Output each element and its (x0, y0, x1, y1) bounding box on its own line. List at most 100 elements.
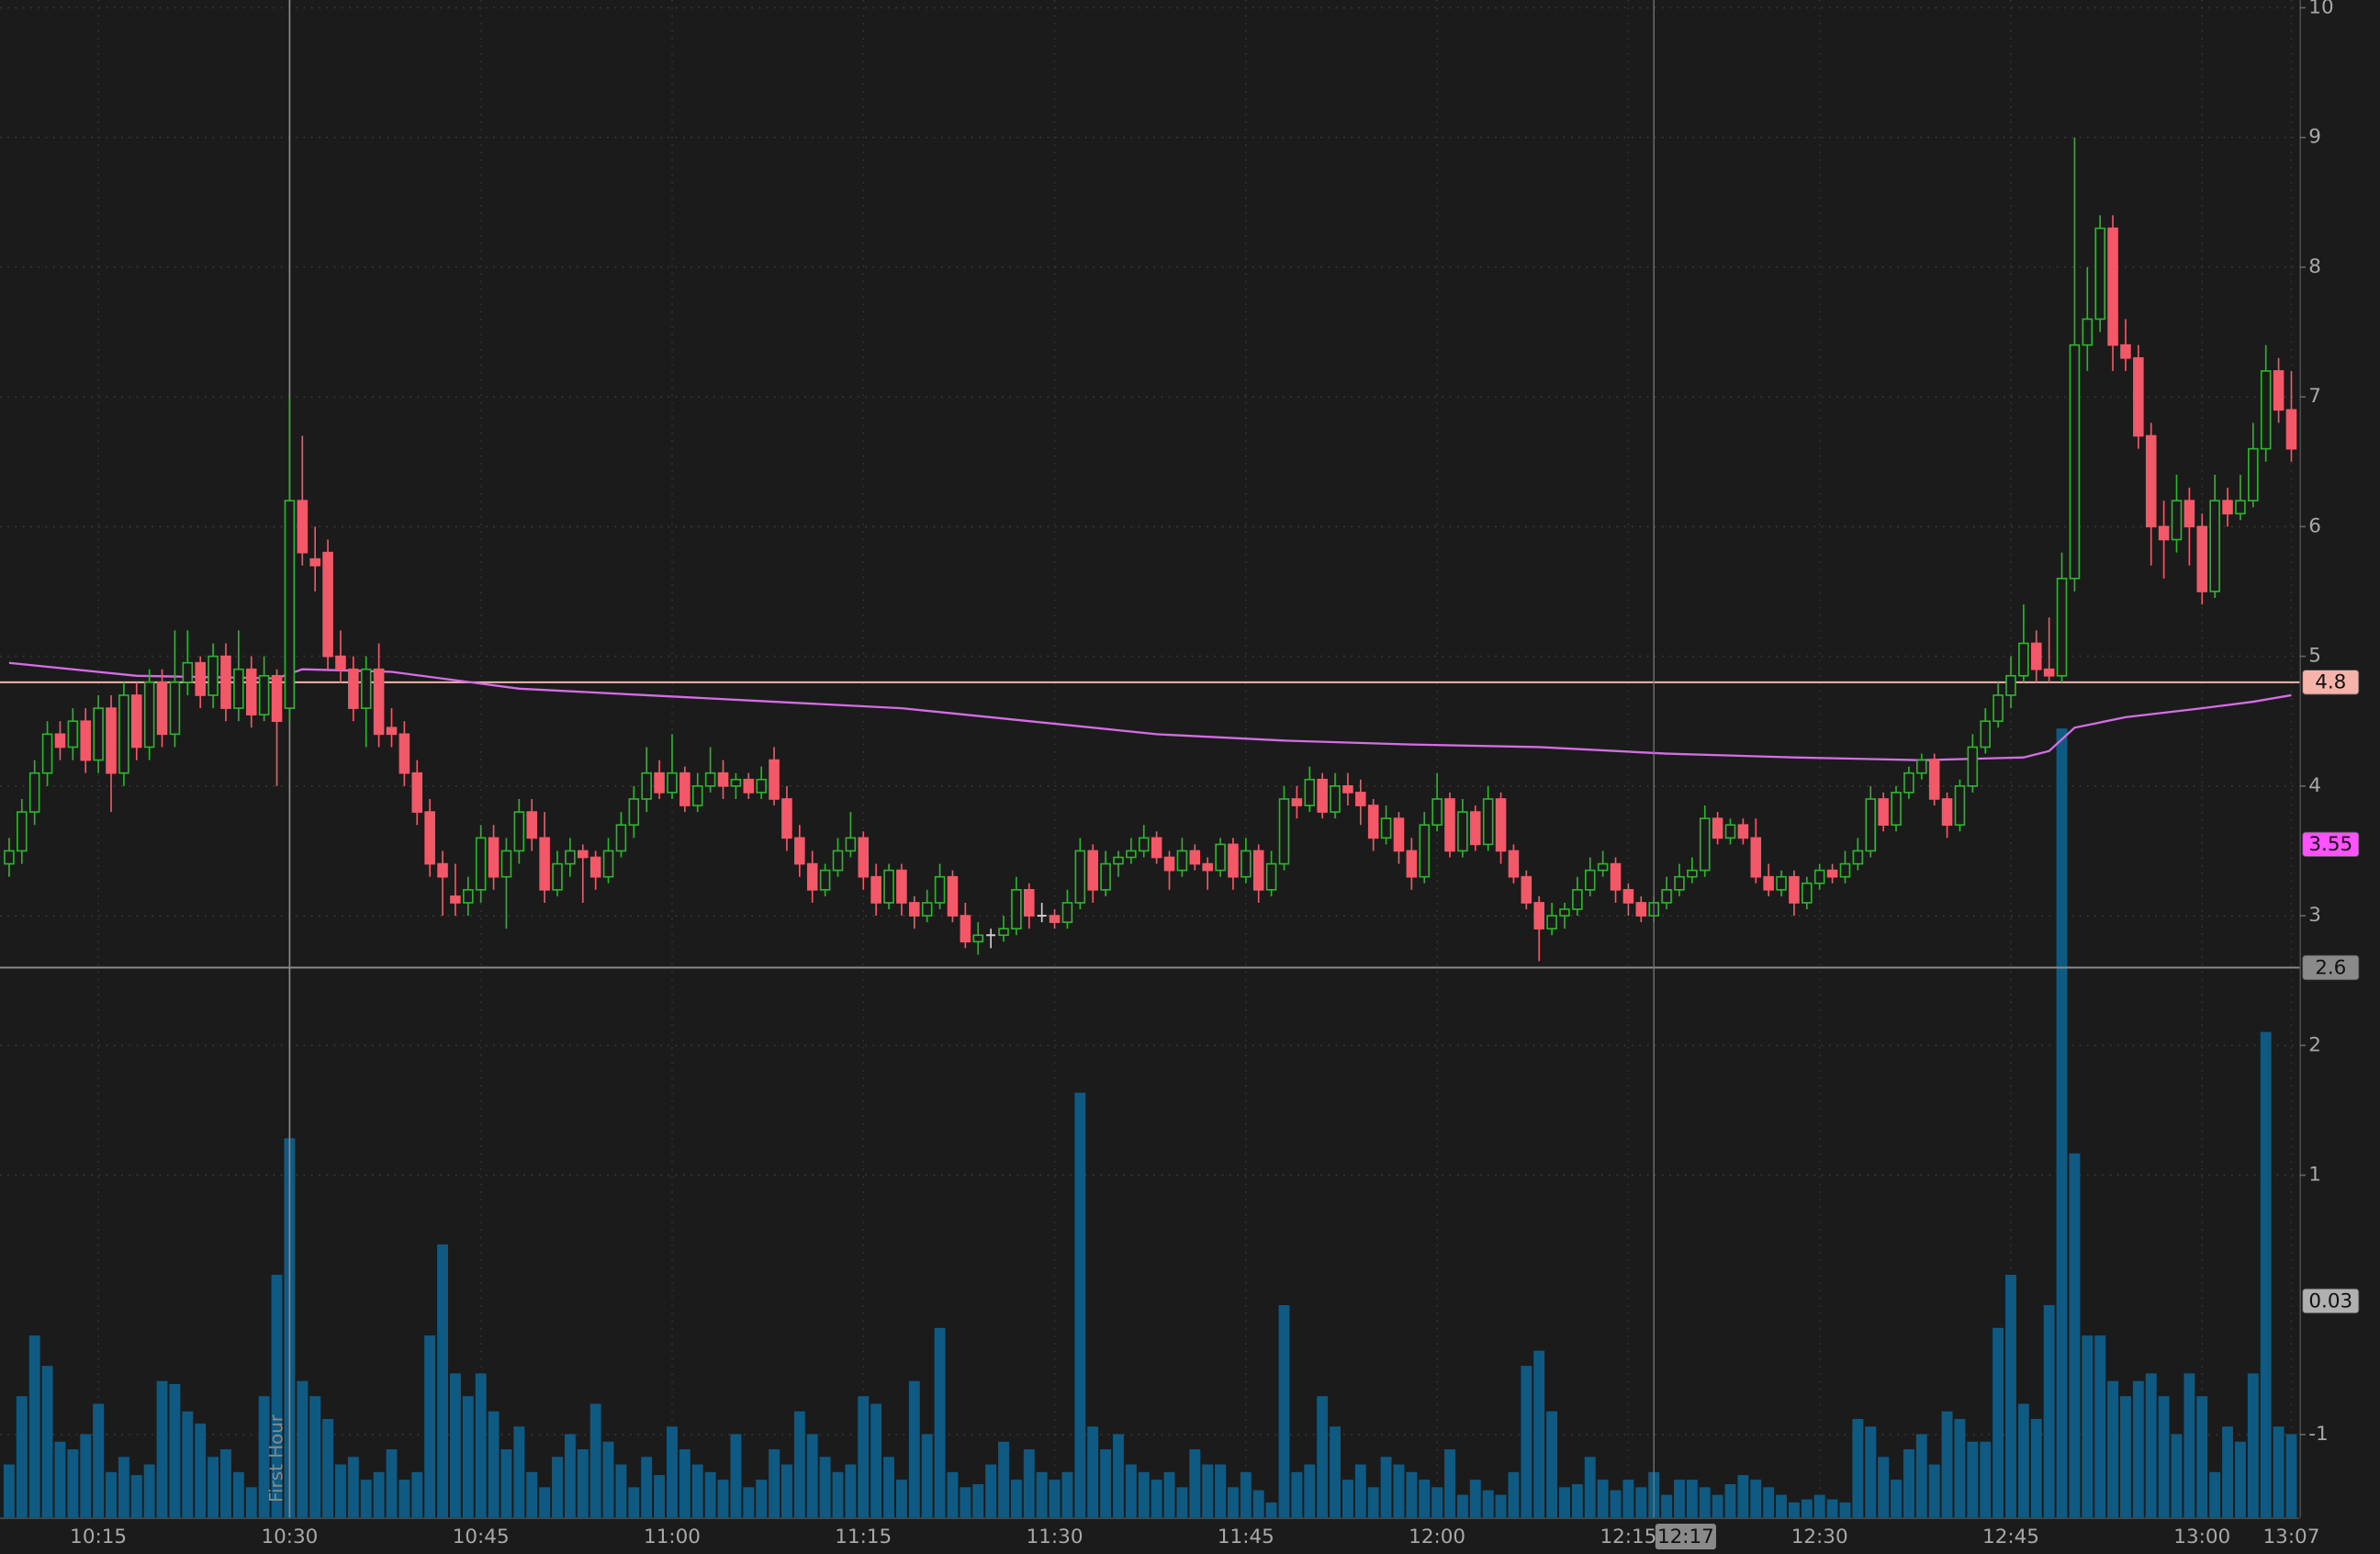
candle-body (208, 655, 219, 696)
candle-body (1559, 908, 1570, 917)
candle-body (2184, 500, 2195, 528)
candle-body (182, 661, 194, 683)
volume-bar (437, 1244, 448, 1518)
candle-body (2069, 343, 2081, 580)
volume-bar (360, 1480, 372, 1518)
candle-body (1457, 811, 1468, 852)
volume-bar (2171, 1434, 2183, 1518)
volume-bar (1622, 1480, 1634, 1518)
volume-bar (769, 1448, 780, 1518)
volume-bar (1673, 1480, 1685, 1518)
volume-bar (1954, 1418, 1966, 1518)
x-tick-label: 10:15 (70, 1526, 127, 1548)
candle-body (386, 726, 398, 736)
volume-bar (947, 1471, 959, 1518)
volume-bar (832, 1471, 844, 1518)
candle-body (998, 928, 1009, 937)
volume-bar (717, 1480, 729, 1518)
candle-body (1813, 869, 1825, 884)
volume-bar (1176, 1487, 1188, 1518)
x-tick-label: 12:45 (1982, 1526, 2039, 1548)
candle-body (2005, 674, 2016, 696)
candle-body (1482, 798, 1494, 846)
candle-body (1802, 882, 1813, 904)
candle-body (169, 681, 181, 736)
volume-bar (93, 1403, 105, 1518)
volume-bar (1635, 1487, 1647, 1518)
candle-body (1215, 843, 1226, 872)
volume-bar (1915, 1434, 1927, 1518)
candle-body (1839, 862, 1851, 878)
volume-bar (1865, 1426, 1877, 1518)
candle-body (1087, 850, 1098, 891)
x-tick-label: 11:30 (1027, 1526, 1083, 1548)
candle-body (819, 869, 831, 891)
volume-bar (424, 1335, 436, 1518)
volume-bar (1903, 1448, 1914, 1518)
x-tick-label: 11:45 (1218, 1526, 1274, 1548)
candle-body (1074, 850, 1086, 904)
candle-body (1278, 798, 1290, 865)
volume-bar (1737, 1475, 1749, 1518)
volume-bar (1278, 1305, 1290, 1518)
candle-body (1533, 902, 1544, 930)
price-label-box (2302, 1288, 2360, 1314)
candle-body (2209, 500, 2220, 592)
volume-bar (1699, 1487, 1711, 1518)
volume-bar (2094, 1335, 2106, 1518)
volume-bar (220, 1448, 231, 1518)
volume-bar (1839, 1502, 1851, 1518)
volume-bar (1367, 1487, 1379, 1518)
volume-bar (564, 1434, 576, 1518)
volume-bar (386, 1448, 398, 1518)
candle-body (143, 681, 155, 749)
candle-body (1610, 862, 1622, 891)
volume-bar (195, 1423, 207, 1518)
candle-body (1891, 792, 1902, 827)
candle-body (1241, 850, 1252, 878)
candle-body (1431, 798, 1443, 827)
candle-body (1878, 798, 1889, 827)
candle-body (437, 862, 448, 878)
candle-body (1980, 720, 1991, 749)
price-label: 2.6 (2315, 956, 2346, 979)
volume-bar (1049, 1480, 1061, 1518)
candle-body (921, 902, 933, 917)
volume-bar (258, 1396, 270, 1518)
candle-body (1521, 875, 1532, 904)
candle-body (972, 934, 984, 943)
candle-body (794, 837, 805, 865)
volume-bar (526, 1471, 538, 1518)
volume-bar (2285, 1434, 2297, 1518)
candle-body (2082, 318, 2094, 346)
volume-bar (2107, 1380, 2119, 1518)
volume-bar (2069, 1153, 2081, 1518)
volume-bar (3, 1464, 15, 1518)
candle-body (1954, 785, 1966, 827)
volume-bar (1788, 1502, 1800, 1518)
candle-body (1393, 817, 1405, 852)
candle-body (1355, 792, 1366, 806)
candle-body (1993, 694, 2004, 723)
volume-bar (858, 1396, 870, 1518)
volume-bar (1240, 1471, 1252, 1518)
candle-body (475, 837, 487, 891)
volume-bar (1546, 1411, 1558, 1518)
candle-body (756, 778, 767, 794)
candle-body (1023, 888, 1035, 917)
volume-bar (182, 1411, 194, 1518)
volume-bar (2017, 1403, 2029, 1518)
volume-bar (1304, 1464, 1316, 1518)
volume-bar (1610, 1490, 1622, 1518)
candle-body (348, 668, 359, 709)
candle-body (1419, 824, 1431, 878)
volume-bar (54, 1441, 66, 1518)
volume-bar (1686, 1480, 1698, 1518)
volume-bar (1661, 1494, 1673, 1518)
candle-body (730, 778, 742, 787)
price-label: 4.8 (2315, 671, 2346, 694)
candle-body (220, 655, 231, 709)
volume-bar (780, 1464, 792, 1518)
volume-bar (1010, 1480, 1022, 1518)
candle-body (1304, 778, 1316, 806)
